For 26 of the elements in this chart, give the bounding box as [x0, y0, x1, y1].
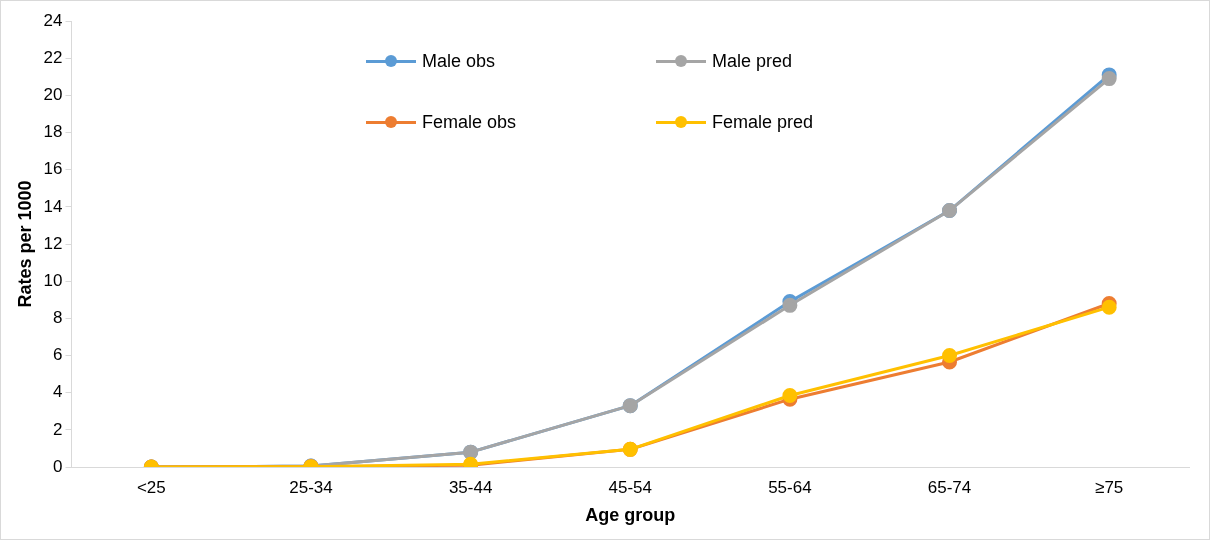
y-tick-label: 6 [53, 345, 63, 365]
x-tick-label: <25 [136, 477, 166, 497]
y-tick-label: 10 [43, 270, 63, 290]
x-axis-title: Age group [585, 505, 676, 526]
x-tick-label: ≥75 [1095, 477, 1124, 497]
legend-label: Male obs [422, 51, 496, 72]
x-tick-label: 65-74 [927, 477, 972, 497]
y-tick-label: 2 [53, 419, 63, 439]
y-tick-label: 20 [43, 85, 63, 105]
x-tick-label: 35-44 [448, 477, 493, 497]
y-tick-label: 24 [43, 10, 63, 30]
y-axis-title: Rates per 1000 [14, 180, 35, 308]
legend-label: Male pred [712, 51, 793, 72]
y-tick-label: 22 [43, 47, 63, 67]
x-tick-label: 45-54 [608, 477, 652, 497]
y-tick-label: 8 [53, 308, 63, 328]
x-tick-label: 55-64 [768, 477, 812, 497]
y-tick-label: 0 [53, 456, 63, 476]
legend-label: Female pred [712, 112, 814, 133]
legend-label: Female obs [422, 112, 517, 133]
x-tick-label: 25-34 [289, 477, 333, 497]
y-tick-label: 12 [43, 233, 63, 253]
y-tick-label: 4 [53, 382, 63, 402]
y-tick-label: 18 [43, 122, 63, 142]
y-tick-label: 16 [43, 159, 63, 179]
y-tick-label: 14 [43, 196, 63, 216]
